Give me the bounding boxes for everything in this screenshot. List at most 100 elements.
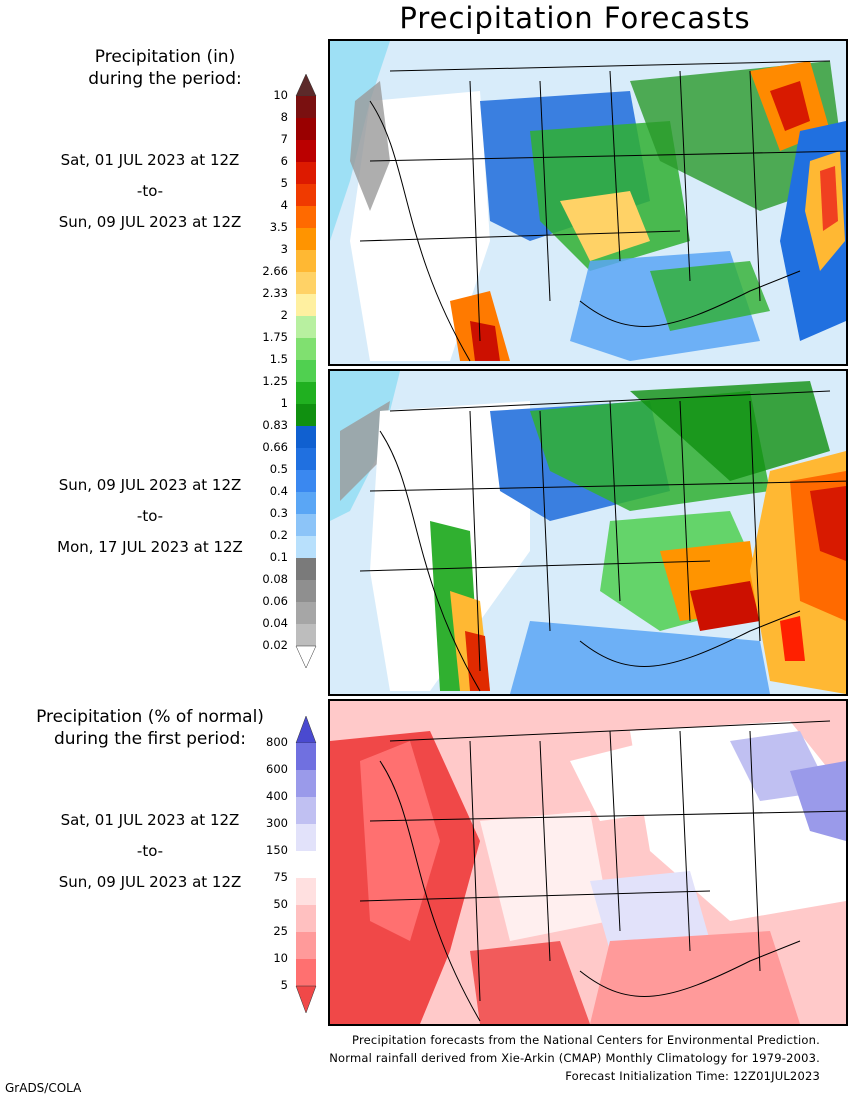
precip-colorbar [295,74,317,669]
colorbar-label: 1.75 [262,330,288,344]
period-2-label: Sun, 09 JUL 2023 at 12Z -to- Mon, 17 JUL… [20,470,280,563]
colorbar-label: 1 [280,396,288,410]
precip-map-2 [330,371,846,694]
colorbar-segment [296,470,316,492]
colorbar-label: 0.66 [262,440,288,454]
colorbar-segment [296,294,316,316]
colorbar-segment [296,206,316,228]
colorbar-segment [296,558,316,580]
colorbar-label: 5 [280,176,288,190]
colorbar-segment [296,536,316,558]
precip-legend-heading-line1: Precipitation (in) [94,47,236,67]
colorbar-segment [296,851,316,878]
percent-legend-heading-line2: during the first period: [53,729,247,749]
colorbar-label: 6 [280,154,288,168]
colorbar-label: 2.33 [262,286,288,300]
page-title: Precipitation Forecasts [399,1,751,35]
percent-period-end: Sun, 09 JUL 2023 at 12Z [58,873,242,891]
colorbar-label: 10 [273,88,288,102]
percent-period-label: Sat, 01 JUL 2023 at 12Z -to- Sun, 09 JUL… [20,805,280,898]
colorbar-label: 150 [266,843,288,857]
colorbar-segment [296,96,316,118]
period-2-end: Mon, 17 JUL 2023 at 12Z [57,538,243,556]
colorbar-bottom-arrow [295,645,317,669]
colorbar-label: 2 [280,308,288,322]
map-percent-normal [328,699,848,1026]
state-borders-2 [359,390,846,692]
colorbar-label: 0.1 [269,550,288,564]
colorbar-segment [296,316,316,338]
colorbar-label: 4 [280,198,288,212]
colorbar-label: 1.5 [269,352,288,366]
colorbar-label: 0.08 [262,572,288,586]
colorbar-segment [296,492,316,514]
percent-colorbar [295,716,317,1014]
colorbar-label: 300 [266,816,288,830]
colorbar-label: 8 [280,110,288,124]
software-credit: GrADS/COLA [5,1081,82,1095]
colorbar-label: 0.5 [269,462,288,476]
colorbar-label: 7 [280,132,288,146]
percent-normal-map [330,701,846,1024]
colorbar-segment [296,250,316,272]
colorbar-segment [296,360,316,382]
colorbar-segment [296,905,316,932]
footer-line-2: Normal rainfall derived from Xie-Arkin (… [329,1051,820,1065]
colorbar-segment [296,824,316,851]
colorbar-label: 800 [266,735,288,749]
period-2-sep: -to- [136,507,164,525]
period-1-start: Sat, 01 JUL 2023 at 12Z [60,151,240,169]
colorbar-label: 3.5 [269,220,288,234]
colorbar-label: 0.2 [269,528,288,542]
colorbar-segment [296,932,316,959]
state-borders-3 [359,720,846,1022]
colorbar-segment [296,624,316,646]
colorbar-segment [296,797,316,824]
precip-legend-heading-line2: during the period: [88,69,242,89]
colorbar-label: 50 [273,897,288,911]
colorbar-label: 0.3 [269,506,288,520]
colorbar-segment [296,382,316,404]
colorbar-label: 0.02 [262,638,288,652]
colorbar-segment [296,338,316,360]
period-1-label: Sat, 01 JUL 2023 at 12Z -to- Sun, 09 JUL… [20,145,280,238]
colorbar-segment [296,602,316,624]
colorbar-segment [296,743,316,770]
map-period-1 [328,39,848,366]
period-1-sep: -to- [136,182,164,200]
colorbar-label: 600 [266,762,288,776]
colorbar-label: 2.66 [262,264,288,278]
colorbar-label: 5 [280,978,288,992]
colorbar-segment [296,580,316,602]
colorbar-label: 0.4 [269,484,288,498]
colorbar-segment [296,426,316,448]
percent-period-sep: -to- [136,842,164,860]
period-2-start: Sun, 09 JUL 2023 at 12Z [58,476,242,494]
colorbar-segment [296,118,316,140]
footer-notes: Precipitation forecasts from the Nationa… [329,1031,820,1085]
colorbar-segment [296,162,316,184]
colorbar-segment [296,228,316,250]
colorbar-label: 0.83 [262,418,288,432]
state-borders-1 [359,60,846,362]
colorbar-label: 0.06 [262,594,288,608]
colorbar-segment [296,878,316,905]
colorbar-top-arrow [295,716,317,744]
colorbar-segment [296,140,316,162]
colorbar-segment [296,184,316,206]
precip-legend-heading: Precipitation (in) during the period: [40,46,290,90]
colorbar-label: 3 [280,242,288,256]
colorbar-segment [296,404,316,426]
colorbar-label: 0.04 [262,616,288,630]
colorbar-label: 400 [266,789,288,803]
footer-line-1: Precipitation forecasts from the Nationa… [352,1033,820,1047]
colorbar-label: 25 [273,924,288,938]
colorbar-top-arrow [295,74,317,97]
colorbar-bottom-arrow [295,985,317,1014]
colorbar-label: 75 [273,870,288,884]
colorbar-label: 10 [273,951,288,965]
precip-map-1 [330,41,846,364]
percent-legend-heading: Precipitation (% of normal) during the f… [10,706,290,750]
footer-line-3: Forecast Initialization Time: 12Z01JUL20… [565,1069,820,1083]
percent-legend-heading-line1: Precipitation (% of normal) [36,707,264,727]
